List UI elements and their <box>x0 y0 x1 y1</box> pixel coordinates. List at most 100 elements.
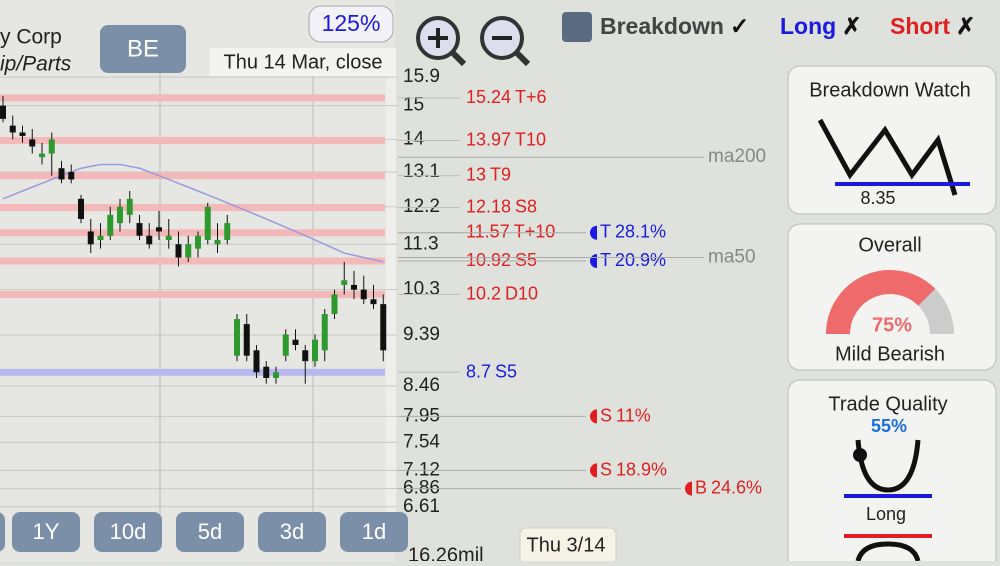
prob-pct: 11% <box>616 405 651 425</box>
tf-label[interactable]: 3d <box>280 519 304 544</box>
mode[interactable]: Short ✗ <box>890 13 975 39</box>
y-tick-label: 15.9 <box>403 66 440 87</box>
candle-body <box>351 284 357 290</box>
level-value: 13 <box>466 164 486 184</box>
candle-body <box>175 244 182 258</box>
candle-body <box>97 235 104 240</box>
level-band <box>0 229 385 237</box>
prob-icon <box>590 409 597 424</box>
level-tag: S5 <box>515 250 537 270</box>
candle-body <box>243 324 250 356</box>
prob-icon <box>590 254 597 269</box>
badge-btn[interactable] <box>100 25 186 73</box>
ma-label: ma200 <box>708 146 766 167</box>
prob-label: S 11% <box>600 405 651 425</box>
candle-body <box>39 153 45 158</box>
pattern-dot <box>853 448 867 462</box>
zoom[interactable]: 125% <box>322 10 381 36</box>
mode-state: ✗ <box>842 13 861 39</box>
level-label: 10.92 S5 <box>466 250 537 270</box>
level-value: 10.92 <box>466 250 511 270</box>
volume: 16.26mil <box>408 544 484 561</box>
level-band <box>0 368 385 376</box>
level-value: 12.18 <box>466 196 511 216</box>
candle-body <box>19 132 26 136</box>
prob-pct: 20.9% <box>615 250 666 270</box>
y-tick-label: 11.3 <box>403 233 439 254</box>
panel <box>787 379 997 566</box>
candle-body <box>146 235 153 245</box>
level-value: 11.57 <box>466 221 510 241</box>
y-tick-label: 7.54 <box>403 431 440 452</box>
plot-bg <box>0 0 395 561</box>
prob-side: S <box>600 405 612 425</box>
level-label: 13.97 T10 <box>466 129 546 149</box>
ma50-line <box>2 163 384 263</box>
tf-label[interactable]: 10d <box>110 519 147 544</box>
level-band <box>0 172 385 180</box>
prob-icon <box>590 225 597 240</box>
tf-button[interactable] <box>0 512 5 552</box>
panel-title: Overall <box>858 234 921 256</box>
price-strip <box>386 59 396 515</box>
candle-body <box>302 350 309 362</box>
date: Thu 14 Mar, close <box>224 51 383 73</box>
candle-body <box>29 139 36 147</box>
tf-button[interactable] <box>176 512 244 552</box>
tf-button[interactable] <box>258 512 326 552</box>
y-tick-label: 13.1 <box>403 161 440 182</box>
y-tick-label: 8.46 <box>403 375 440 396</box>
level: 8.35 <box>860 188 895 208</box>
candle-body <box>292 339 299 345</box>
y-tick-label: 15 <box>403 95 424 116</box>
prob-side: B <box>695 477 707 497</box>
level-tag: T+6 <box>515 87 547 107</box>
level-tag: S8 <box>515 196 537 216</box>
tf-button[interactable] <box>12 512 80 552</box>
level-value: 8.7 <box>466 361 491 381</box>
candle-body <box>87 231 94 245</box>
candle-body <box>234 319 240 356</box>
candle-body <box>380 304 387 351</box>
tf-button[interactable] <box>94 512 162 552</box>
y-tick-label: 6.61 <box>403 496 440 517</box>
score: 75% <box>872 314 912 336</box>
prob-pct: 28.1% <box>615 221 666 241</box>
mode[interactable]: Long ✗ <box>780 13 861 39</box>
tf-label[interactable]: 1d <box>362 519 386 544</box>
candle-body <box>282 334 289 356</box>
cursor-box <box>519 527 617 566</box>
candle-body <box>0 105 6 119</box>
badge[interactable]: BE <box>127 35 159 62</box>
level-tag: T+10 <box>514 221 556 241</box>
y-tick-label: 14 <box>403 128 425 149</box>
tf-label[interactable]: 5d <box>198 519 222 544</box>
pattern-icon <box>817 118 958 196</box>
mode[interactable]: Breakdown ✓ <box>600 13 749 39</box>
candle-body <box>312 339 318 362</box>
candle-body <box>156 227 162 232</box>
candle-body <box>58 168 65 180</box>
mode-label: Long <box>780 13 836 39</box>
panel-title: Trade Quality <box>828 393 947 415</box>
y-tick-label: 10.3 <box>403 279 440 300</box>
level-label: 13 T9 <box>466 164 511 184</box>
candle-body <box>253 350 260 373</box>
y-tick-label: 12.2 <box>403 196 440 217</box>
prob-side: T <box>600 250 611 270</box>
candle-body <box>263 366 270 378</box>
candle-body <box>321 314 328 351</box>
mode-state: ✓ <box>730 13 749 39</box>
level-band <box>0 257 385 265</box>
zoom-in[interactable] <box>416 16 467 67</box>
zoom-box[interactable] <box>308 5 394 43</box>
zoom-out[interactable] <box>480 16 531 67</box>
tf-button[interactable] <box>340 512 408 552</box>
side: Long <box>866 504 906 524</box>
candle-body <box>78 198 84 219</box>
prob-label: S 18.9% <box>600 459 667 479</box>
pattern-icon <box>855 541 921 562</box>
tf-label[interactable]: 1Y <box>33 519 60 544</box>
